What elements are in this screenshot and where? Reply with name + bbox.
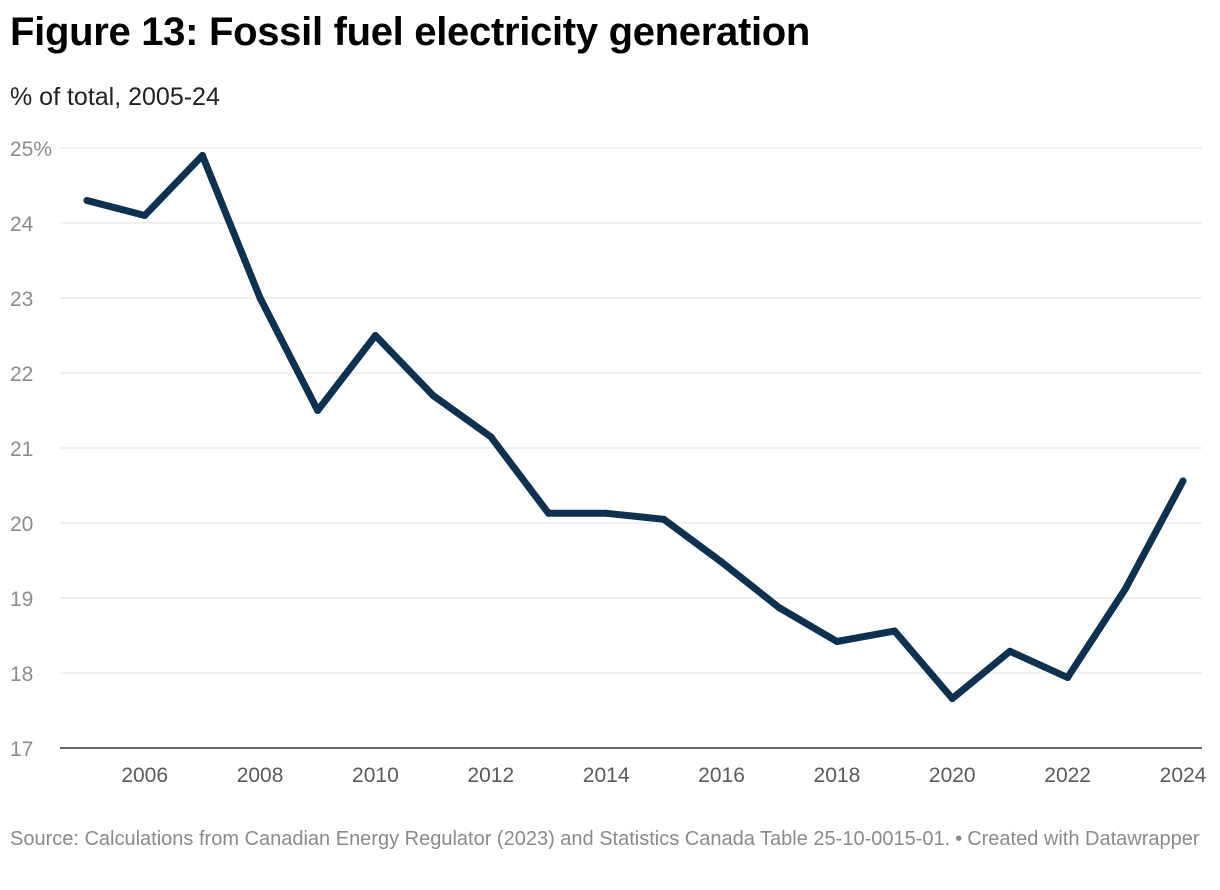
series-layer xyxy=(83,152,1187,702)
data-point xyxy=(1006,647,1014,655)
data-point xyxy=(775,604,783,612)
x-tick-label: 2008 xyxy=(237,764,284,787)
source-note: Source: Calculations from Canadian Energ… xyxy=(10,828,951,850)
y-axis-ticks: 25% 24 23 22 21 20 19 18 17 xyxy=(10,138,52,761)
data-point xyxy=(891,627,899,635)
gridlines xyxy=(60,147,1202,749)
data-point xyxy=(429,392,437,399)
x-tick-label: 2020 xyxy=(929,764,976,787)
data-point xyxy=(602,509,610,517)
data-point xyxy=(314,407,322,414)
data-point xyxy=(833,638,841,645)
credit-link[interactable]: Created with Datawrapper xyxy=(967,828,1200,850)
data-point xyxy=(256,294,264,302)
x-tick-label: 2014 xyxy=(583,764,630,787)
y-tick-label: 20 xyxy=(10,513,33,536)
x-tick-label: 2018 xyxy=(814,764,861,787)
footer-separator: • xyxy=(955,828,963,850)
x-tick-label: 2006 xyxy=(121,764,168,787)
series-line xyxy=(83,152,1187,702)
data-point xyxy=(487,433,495,441)
x-tick-label: 2016 xyxy=(698,764,745,787)
y-tick-label: 21 xyxy=(10,438,33,461)
x-tick-label: 2010 xyxy=(352,764,399,787)
y-tick-label: 17 xyxy=(10,738,33,761)
data-point xyxy=(141,212,149,219)
data-point xyxy=(198,152,206,159)
x-tick-label: 2022 xyxy=(1044,764,1091,787)
y-tick-label: 18 xyxy=(10,663,33,686)
x-tick-label: 2024 xyxy=(1160,764,1207,787)
y-tick-label: 24 xyxy=(10,213,34,236)
chart-title: Figure 13: Fossil fuel electricity gener… xyxy=(10,10,811,54)
y-tick-label: 23 xyxy=(10,288,33,311)
data-point xyxy=(1179,477,1187,485)
data-point xyxy=(948,695,956,702)
data-point xyxy=(83,197,91,204)
x-tick-label: 2012 xyxy=(467,764,514,787)
data-point xyxy=(371,332,379,339)
chart-subtitle: % of total, 2005-24 xyxy=(10,83,220,111)
y-tick-label: 25% xyxy=(10,138,52,161)
chart-footer: Source: Calculations from Canadian Energ… xyxy=(10,826,1200,853)
data-point xyxy=(1064,674,1072,681)
line-chart: 25% 24 23 22 21 20 19 18 17 2006 2008 2010 2012 2014… xyxy=(10,138,1207,787)
data-point xyxy=(660,515,668,523)
y-tick-label: 22 xyxy=(10,363,33,386)
data-point xyxy=(544,509,552,517)
data-point xyxy=(718,558,726,566)
x-axis-ticks: 2006 2008 2010 2012 2014 2016 2018 2020 2022 2024 xyxy=(121,764,1206,787)
y-tick-label: 19 xyxy=(10,588,33,611)
data-point xyxy=(1121,585,1129,593)
